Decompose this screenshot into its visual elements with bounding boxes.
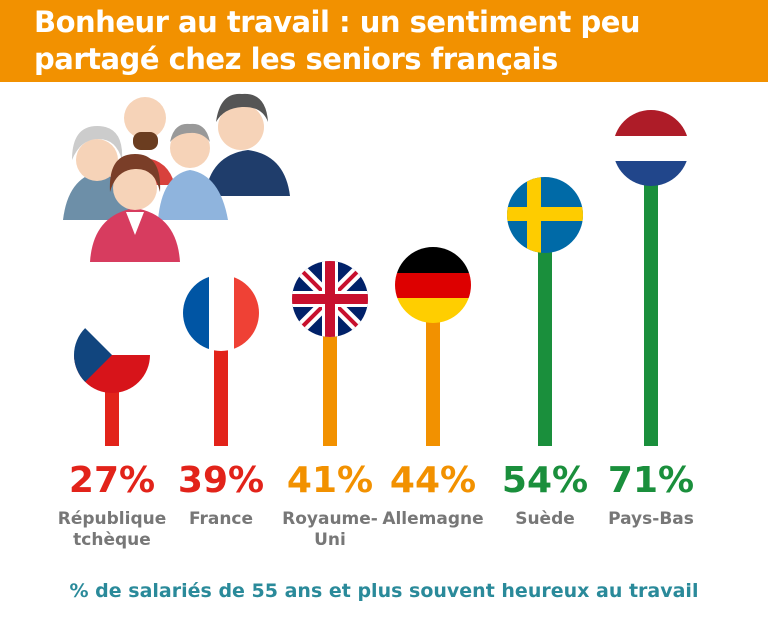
value-label: 39% bbox=[178, 460, 264, 501]
footnote: % de salariés de 55 ans et plus souvent … bbox=[69, 580, 699, 602]
value-label: 71% bbox=[608, 460, 694, 501]
category-label: Pays-Bas bbox=[608, 509, 694, 529]
seniors-illustration bbox=[63, 93, 290, 262]
czech-flag bbox=[74, 317, 150, 393]
category-label: Royaume-Uni bbox=[282, 509, 378, 550]
category-label: Allemagne bbox=[382, 509, 483, 529]
category-label: France bbox=[189, 509, 253, 529]
german-flag bbox=[395, 247, 471, 323]
swedish-flag bbox=[507, 177, 583, 253]
french-flag bbox=[183, 275, 259, 351]
uk-flag bbox=[292, 261, 368, 337]
chart-title: Bonheur au travail : un sentiment peu pa… bbox=[34, 5, 641, 76]
value-label: 41% bbox=[287, 460, 373, 501]
category-label: Suède bbox=[515, 509, 575, 529]
value-label: 54% bbox=[502, 460, 588, 501]
value-label: 44% bbox=[390, 460, 476, 501]
bar bbox=[538, 215, 552, 446]
title-banner bbox=[0, 0, 768, 82]
dutch-flag bbox=[613, 110, 689, 186]
bar bbox=[426, 285, 440, 446]
value-label: 27% bbox=[69, 460, 155, 501]
bar bbox=[644, 148, 658, 446]
category-label: République tchèque bbox=[58, 509, 167, 550]
